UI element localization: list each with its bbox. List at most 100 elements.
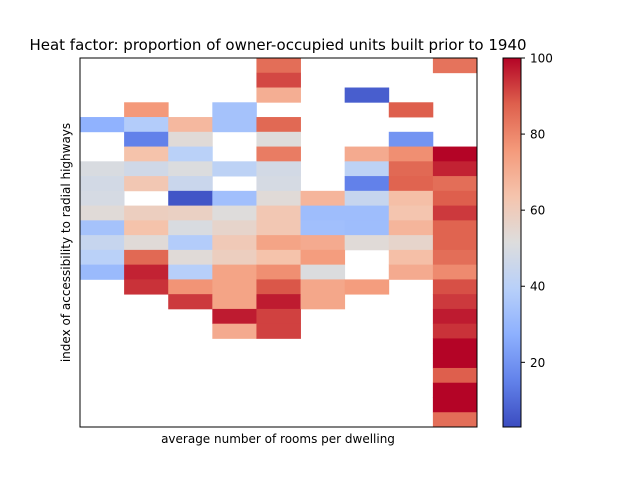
heatmap-cell — [168, 279, 213, 295]
colorbar-tick-label: 20 — [530, 356, 545, 370]
heatmap-cell — [388, 131, 434, 147]
heatmap-cell — [300, 190, 346, 206]
colorbar-tick-label: 100 — [530, 52, 553, 66]
heatmap-cell — [432, 249, 478, 266]
heatmap-cell — [256, 308, 301, 325]
heatmap-cell — [124, 131, 169, 147]
heatmap-cell — [432, 412, 478, 428]
heatmap-cell — [432, 161, 478, 177]
heatmap-cell — [388, 102, 434, 118]
heatmap-cell — [168, 235, 213, 251]
heatmap-cell — [344, 87, 390, 103]
heatmap-cell — [388, 220, 434, 236]
heatmap-cell — [212, 308, 257, 325]
heatmap-cell — [432, 220, 478, 236]
heatmap-cell — [388, 235, 434, 251]
heatmap-cell — [124, 146, 169, 162]
heatmap-cell — [432, 264, 478, 280]
heatmap-cell — [80, 235, 125, 251]
heatmap-cell — [124, 205, 169, 221]
heatmap-cell — [300, 220, 346, 236]
heatmap-cell — [388, 264, 434, 280]
heatmap-cell — [432, 308, 478, 325]
heatmap-cell — [432, 58, 478, 74]
heatmap-cell — [432, 397, 478, 413]
heatmap-cell — [124, 176, 169, 192]
heatmap-cell — [344, 190, 390, 206]
heatmap-cell — [168, 176, 213, 192]
heatmap-cell — [212, 190, 257, 206]
heatmap-cell — [80, 205, 125, 221]
heatmap-cell — [388, 205, 434, 221]
heatmap-cell — [256, 176, 301, 192]
heatmap-cell — [212, 220, 257, 236]
heatmap-cell — [344, 205, 390, 221]
heatmap-cell — [256, 220, 301, 236]
heatmap-cell — [300, 235, 346, 251]
heatmap-cell — [256, 205, 301, 221]
heatmap-cell — [256, 279, 301, 295]
heatmap-cell — [300, 249, 346, 266]
heatmap-cell — [212, 235, 257, 251]
heatmap-cell — [212, 264, 257, 280]
heatmap-cell — [212, 279, 257, 295]
heatmap-cell — [80, 249, 125, 266]
colorbar: 20 40 60 80 100 — [502, 52, 553, 428]
heatmap-cell — [432, 323, 478, 339]
colorbar-tick-label: 40 — [530, 280, 545, 294]
heatmap-cell — [80, 220, 125, 236]
heatmap-cell — [80, 161, 125, 177]
heatmap-cell — [80, 117, 125, 133]
heatmap-cell — [256, 323, 301, 339]
heatmap-cell — [256, 131, 301, 147]
heatmap-cell — [124, 117, 169, 133]
heatmap-cell — [168, 161, 213, 177]
heatmap-cell — [388, 176, 434, 192]
heatmap-cell — [256, 249, 301, 266]
heatmap-cell — [432, 146, 478, 162]
heatmap-cell — [432, 205, 478, 221]
heatmap-cell — [388, 190, 434, 206]
heatmap-cells — [80, 58, 478, 428]
heatmap-cell — [432, 190, 478, 206]
heatmap-cell — [432, 279, 478, 295]
heatmap-cell — [432, 235, 478, 251]
heatmap-cell — [80, 176, 125, 192]
heatmap-cell — [256, 235, 301, 251]
heatmap-cell — [344, 161, 390, 177]
plot-frame — [79, 57, 478, 428]
heatmap-cell — [300, 264, 346, 280]
heatmap-cell — [256, 87, 301, 103]
heatmap-cell — [124, 102, 169, 118]
heatmap-cell — [80, 264, 125, 280]
heatmap-cell — [124, 220, 169, 236]
colorbar-gradient — [502, 57, 522, 428]
heatmap-cell — [344, 146, 390, 162]
heatmap-cell — [212, 294, 257, 310]
heatmap-cell — [212, 205, 257, 221]
x-axis-label: average number of rooms per dwelling — [161, 432, 395, 446]
heatmap-cell — [300, 294, 346, 310]
heatmap-cell — [432, 382, 478, 398]
heatmap-cell — [212, 102, 257, 118]
heatmap-cell — [256, 161, 301, 177]
heatmap-cell — [388, 146, 434, 162]
heatmap-cell — [300, 205, 346, 221]
heatmap-cell — [344, 176, 390, 192]
heatmap-cell — [432, 176, 478, 192]
heatmap-cell — [388, 249, 434, 266]
heatmap-cell — [124, 279, 169, 295]
heatmap-cell — [168, 117, 213, 133]
heatmap-cell — [256, 72, 301, 88]
heatmap-cell — [256, 58, 301, 74]
heatmap-cell — [432, 367, 478, 384]
heatmap-cell — [168, 146, 213, 162]
heatmap-cell — [212, 161, 257, 177]
heatmap-cell — [212, 249, 257, 266]
heatmap-cell — [344, 220, 390, 236]
heatmap-cell — [168, 264, 213, 280]
y-axis-label: index of accessibility to radial highway… — [59, 123, 73, 362]
heatmap-cell — [300, 279, 346, 295]
heatmap-cell — [168, 294, 213, 310]
heatmap-cell — [124, 249, 169, 266]
